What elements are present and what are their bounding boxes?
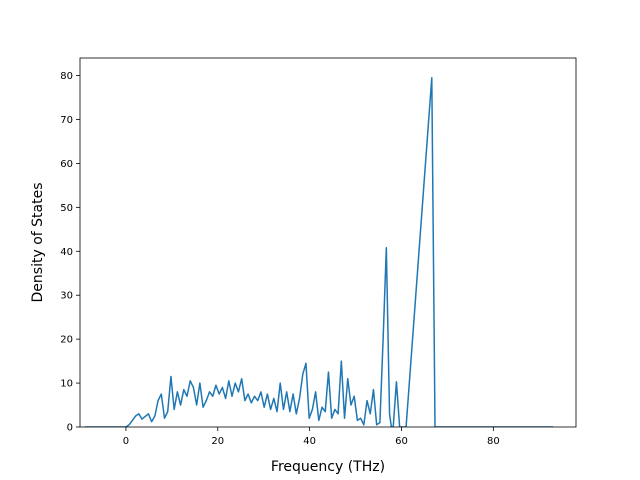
plot-marks [84, 77, 554, 427]
y-tick-label: 30 [60, 291, 73, 302]
x-tick-label: 60 [395, 436, 408, 447]
x-tick-label: 0 [123, 436, 129, 447]
x-axis-label: Frequency (THz) [271, 459, 385, 475]
y-tick-label: 50 [60, 203, 73, 214]
y-tick-label: 0 [67, 423, 73, 434]
y-tick-label: 70 [60, 115, 73, 126]
y-axis-label: Density of States [30, 183, 46, 303]
x-tick-label: 20 [211, 436, 224, 447]
y-tick-label: 20 [60, 335, 73, 346]
axis-ticks: 0 20 40 60 80 0 10 20 30 40 50 60 70 80 [60, 71, 499, 447]
y-tick-label: 10 [60, 379, 73, 390]
x-tick-label: 80 [487, 436, 500, 447]
y-tick-label: 80 [60, 71, 73, 82]
y-tick-label: 40 [60, 247, 73, 258]
plot-frame [79, 57, 577, 428]
x-tick-label: 40 [303, 436, 316, 447]
dos-series-line [84, 77, 554, 427]
y-tick-label: 60 [60, 159, 73, 170]
